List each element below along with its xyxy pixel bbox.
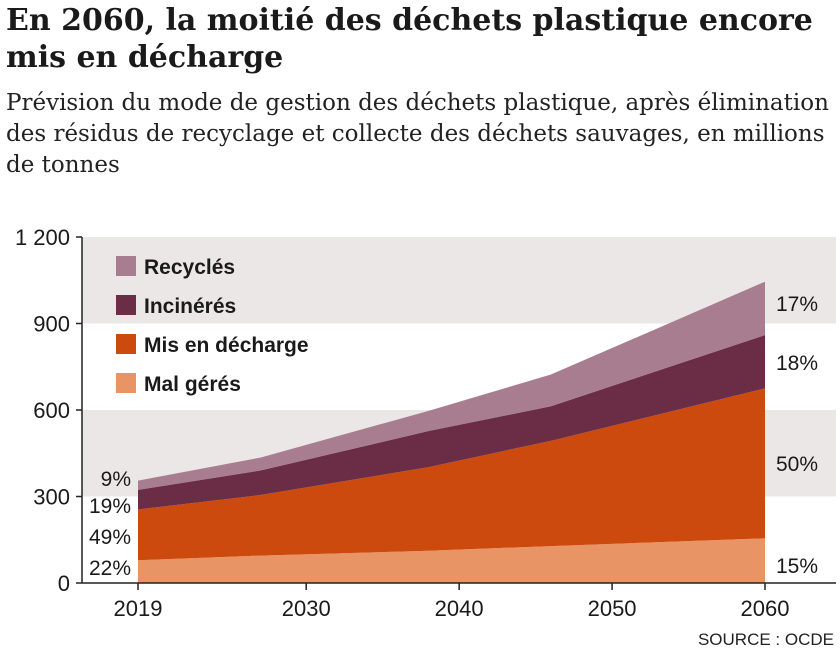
chart-subtitle: Prévision du mode de gestion des déchets…	[6, 90, 829, 178]
y-tick-label: 900	[33, 312, 70, 337]
percent-label-2060: 50%	[776, 453, 818, 476]
percent-label-2019: 22%	[89, 557, 131, 580]
y-tick-label: 600	[33, 398, 70, 423]
percent-label-2019: 9%	[101, 468, 131, 491]
percent-label-2060: 17%	[776, 293, 818, 316]
percent-label-2019: 49%	[89, 526, 131, 549]
legend-swatch	[116, 334, 136, 354]
x-tick-label: 2050	[588, 596, 637, 621]
legend-swatch	[116, 256, 136, 276]
legend: Recyclés Incinérés Mis en décharge Mal géré…	[116, 256, 309, 396]
x-tick-label: 2030	[282, 596, 331, 621]
source-note: SOURCE : OCDE	[697, 630, 834, 649]
legend-label: Recyclés	[144, 256, 235, 279]
y-tick-label: 1 200	[15, 225, 70, 250]
area-series	[138, 281, 765, 583]
area-recycles	[138, 281, 765, 490]
area-mis-en-decharge	[138, 388, 765, 561]
percent-label-2019: 19%	[89, 495, 131, 518]
area-mal-geres	[138, 538, 765, 583]
legend-label: Mis en décharge	[144, 334, 309, 357]
legend-label: Mal gérés	[144, 373, 241, 396]
x-tick-label: 2060	[741, 596, 790, 621]
y-tick-label: 300	[33, 485, 70, 510]
percent-label-2060: 15%	[776, 555, 818, 578]
legend-label: Incinérés	[144, 295, 236, 318]
chart-title: En 2060, la moitié des déchets plastique…	[6, 3, 813, 75]
axes: 0 300 600 900 1 200 2019 2030 2040 2050 2060	[15, 225, 836, 621]
legend-swatch	[116, 373, 136, 393]
x-tick-label: 2040	[435, 596, 484, 621]
legend-swatch	[116, 295, 136, 315]
percent-label-2060: 18%	[776, 352, 818, 375]
area-incineres	[138, 335, 765, 510]
x-tick-label: 2019	[114, 596, 163, 621]
y-tick-label: 0	[58, 571, 70, 596]
percent-labels: 9% 19% 49% 22% 17% 18% 50% 15%	[89, 293, 818, 580]
